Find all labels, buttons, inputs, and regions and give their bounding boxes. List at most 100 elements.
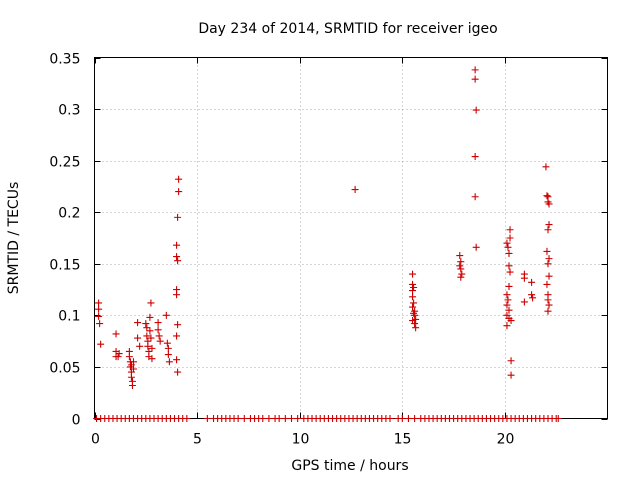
- data-point: [173, 253, 181, 261]
- x-tick-label: 0: [91, 432, 100, 448]
- y-tick-label: 0.35: [49, 52, 80, 68]
- data-point: [507, 317, 515, 325]
- data-point: [543, 192, 551, 200]
- data-point: [96, 320, 104, 328]
- data-point: [505, 249, 513, 257]
- data-point: [173, 241, 181, 249]
- data-point: [545, 221, 553, 229]
- data-point: [143, 324, 151, 332]
- x-tick-label: 20: [497, 432, 515, 448]
- data-point: [134, 319, 142, 327]
- data-point: [503, 291, 511, 299]
- data-point: [265, 415, 273, 422]
- data-point: [165, 358, 173, 366]
- data-point: [97, 340, 105, 348]
- data-point: [543, 247, 551, 255]
- data-point: [129, 358, 137, 366]
- data-point: [472, 243, 480, 251]
- y-tick-label: 0.1: [58, 309, 80, 325]
- data-point: [146, 327, 154, 335]
- data-point: [173, 332, 181, 340]
- data-point: [409, 287, 417, 295]
- data-point: [554, 415, 562, 422]
- data-point: [173, 356, 181, 364]
- data-point: [164, 344, 172, 352]
- grid: [94, 57, 608, 419]
- data-point: [114, 353, 122, 361]
- data-point: [529, 294, 537, 302]
- data-point: [154, 319, 162, 327]
- data-point: [506, 226, 514, 234]
- data-point: [174, 257, 182, 265]
- data-point: [506, 268, 514, 276]
- chart-title: Day 234 of 2014, SRMTID for receiver ige…: [198, 21, 497, 37]
- data-point: [386, 415, 394, 422]
- y-axis-label: SRMTID / TECUs: [6, 182, 22, 295]
- data-point: [458, 270, 466, 278]
- data-point: [142, 320, 150, 328]
- x-axis-label: GPS time / hours: [291, 458, 408, 474]
- data-point: [528, 291, 536, 299]
- data-point: [143, 332, 151, 340]
- data-point: [410, 309, 418, 317]
- data-point: [471, 193, 479, 201]
- data-point: [128, 381, 136, 389]
- data-point: [505, 262, 513, 270]
- y-tick-label: 0.3: [58, 103, 80, 119]
- data-point: [134, 334, 142, 342]
- data-point: [542, 163, 550, 171]
- data-point: [148, 355, 156, 363]
- data-point: [520, 274, 528, 282]
- data-point: [95, 299, 103, 307]
- data-point: [520, 298, 528, 306]
- data-point: [156, 337, 164, 345]
- data-point: [409, 270, 417, 278]
- data-point: [398, 415, 406, 422]
- data-point: [147, 334, 155, 342]
- data-point: [127, 373, 135, 381]
- x-tick-label: 5: [193, 432, 202, 448]
- data-point: [115, 350, 123, 358]
- data-point: [544, 307, 552, 315]
- data-point: [404, 415, 412, 422]
- data-point: [545, 255, 553, 263]
- data-point: [155, 332, 163, 340]
- data-point: [174, 368, 182, 376]
- data-point: [175, 175, 183, 183]
- data-point: [504, 296, 512, 304]
- data-point: [456, 252, 464, 260]
- data-point: [409, 293, 417, 301]
- data-point: [294, 415, 302, 422]
- data-point: [471, 66, 479, 74]
- data-point: [146, 313, 154, 321]
- data-point: [183, 415, 191, 422]
- data-point: [471, 75, 479, 83]
- data-point: [112, 330, 120, 338]
- data-point: [175, 188, 183, 196]
- data-point: [275, 415, 283, 422]
- data-point: [259, 415, 267, 422]
- plot-frame: [94, 57, 608, 419]
- data-point: [203, 415, 211, 422]
- data-point: [240, 415, 248, 422]
- data-point: [471, 153, 479, 161]
- axis-tick-labels: 0 5 10 15 20 0 0.05 0.1 0.15 0.2 0.25 0.3 0.35: [49, 52, 514, 448]
- data-point: [544, 296, 552, 304]
- data-point: [503, 322, 511, 330]
- data-point: [164, 351, 172, 359]
- x-tick-label: 10: [292, 432, 310, 448]
- data-point: [148, 344, 156, 352]
- data-point: [163, 339, 171, 347]
- data-point: [409, 280, 417, 288]
- data-point: [154, 326, 162, 334]
- data-point: [411, 415, 419, 422]
- data-point: [412, 315, 420, 323]
- data-point: [545, 301, 553, 309]
- data-point: [507, 371, 515, 379]
- data-point: [412, 324, 420, 332]
- data-point: [456, 262, 464, 270]
- y-tick-label: 0.2: [58, 206, 80, 222]
- data-point: [409, 303, 417, 311]
- data-point: [95, 312, 103, 320]
